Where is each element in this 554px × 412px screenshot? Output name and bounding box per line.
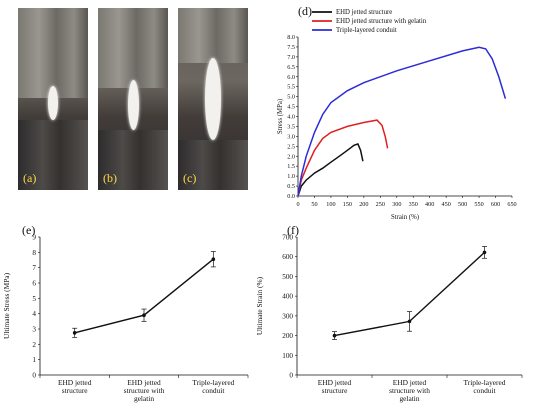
data-point bbox=[72, 331, 77, 335]
photo-a: (a) bbox=[18, 8, 88, 190]
y-tick-label: 7.5 bbox=[287, 44, 295, 51]
category-label: structure with bbox=[124, 386, 165, 395]
x-tick-label: 300 bbox=[392, 201, 401, 208]
y-tick-label: 0 bbox=[32, 372, 36, 380]
data-point bbox=[211, 257, 216, 262]
y-tick-label: 0.0 bbox=[287, 193, 295, 200]
tensile-test-photos: (a) (b) (c) bbox=[18, 8, 258, 198]
y-tick-label: 0 bbox=[289, 372, 293, 380]
y-tick-label: 5.5 bbox=[287, 84, 295, 91]
specimen-b bbox=[128, 80, 139, 130]
photo-label-b: (b) bbox=[103, 171, 117, 185]
category-label: gelatin bbox=[399, 394, 419, 403]
x-tick-label: 100 bbox=[326, 201, 335, 208]
y-tick-label: 7.0 bbox=[287, 54, 295, 61]
panel-label-f: (f) bbox=[287, 223, 299, 237]
category-label: Triple-layered bbox=[192, 378, 234, 387]
category-label: EHD jetted bbox=[127, 378, 161, 387]
data-point bbox=[332, 333, 337, 338]
y-tick-label: 600 bbox=[282, 253, 293, 261]
y-tick-label: 4.5 bbox=[287, 104, 295, 111]
y-tick-label: 3.5 bbox=[287, 123, 295, 130]
y-tick-label: 700 bbox=[282, 234, 293, 242]
panel-label-d: (d) bbox=[298, 4, 312, 18]
y-tick-label: 6.0 bbox=[287, 74, 295, 81]
data-point bbox=[482, 250, 487, 255]
y-tick-label: 8.0 bbox=[287, 34, 295, 41]
x-tick-label: 0 bbox=[296, 201, 299, 208]
y-tick-label: 4.0 bbox=[287, 114, 295, 121]
x-tick-label: 600 bbox=[491, 201, 500, 208]
specimen-a bbox=[48, 86, 58, 120]
y-tick-label: 2.0 bbox=[287, 153, 295, 160]
legend-label-3: Triple-layered conduit bbox=[336, 27, 397, 34]
data-point bbox=[142, 313, 146, 318]
y-axis-label: Stress (MPa) bbox=[277, 99, 284, 134]
category-label: Triple-layered bbox=[463, 378, 505, 387]
y-tick-label: 200 bbox=[282, 332, 293, 340]
photo-label-a: (a) bbox=[23, 171, 37, 185]
photo-label-c: (c) bbox=[183, 171, 197, 185]
y-tick-label: 3.0 bbox=[287, 133, 295, 140]
y-tick-label: 9 bbox=[32, 234, 36, 242]
category-label: conduit bbox=[202, 386, 225, 395]
category-label: EHD jetted bbox=[318, 378, 352, 387]
x-tick-label: 200 bbox=[359, 201, 368, 208]
data-point bbox=[407, 319, 412, 324]
category-label: EHD jetted bbox=[393, 378, 427, 387]
y-tick-label: 100 bbox=[282, 352, 293, 360]
photo-b: (b) bbox=[98, 8, 168, 190]
y-tick-label: 5.0 bbox=[287, 94, 295, 101]
y-tick-label: 0.5 bbox=[287, 183, 295, 190]
x-tick-label: 350 bbox=[409, 201, 418, 208]
y-axis-label: Ultimate Strain (%) bbox=[255, 276, 264, 335]
y-tick-label: 2 bbox=[32, 341, 36, 349]
y-tick-label: 4 bbox=[32, 310, 36, 318]
y-tick-label: 1.5 bbox=[287, 163, 295, 170]
series-line-2 bbox=[297, 119, 389, 197]
y-axis-label: Ultimate Stress (MPa) bbox=[2, 272, 11, 339]
y-tick-label: 300 bbox=[282, 312, 293, 320]
series-line-1 bbox=[297, 142, 364, 197]
x-tick-label: 450 bbox=[442, 201, 451, 208]
category-label: gelatin bbox=[134, 394, 154, 403]
category-label: structure bbox=[322, 386, 349, 395]
y-tick-label: 6 bbox=[32, 280, 36, 288]
y-tick-label: 1.0 bbox=[287, 173, 295, 180]
y-tick-label: 3 bbox=[32, 326, 36, 334]
y-tick-label: 500 bbox=[282, 273, 293, 281]
series-line-3 bbox=[297, 46, 507, 197]
x-axis-label: Strain (%) bbox=[391, 214, 419, 221]
y-tick-label: 5 bbox=[32, 295, 36, 303]
x-tick-label: 150 bbox=[343, 201, 352, 208]
x-tick-label: 650 bbox=[507, 201, 516, 208]
category-label: structure bbox=[62, 386, 89, 395]
category-label: structure with bbox=[389, 386, 430, 395]
y-tick-label: 8 bbox=[32, 249, 36, 257]
category-label: conduit bbox=[473, 386, 496, 395]
y-tick-label: 400 bbox=[282, 293, 293, 301]
x-tick-label: 400 bbox=[425, 201, 434, 208]
x-tick-label: 250 bbox=[376, 201, 385, 208]
x-tick-label: 500 bbox=[458, 201, 467, 208]
panel-label-e: (e) bbox=[22, 223, 36, 237]
y-tick-label: 2.5 bbox=[287, 143, 295, 150]
y-tick-label: 6.5 bbox=[287, 64, 295, 71]
photo-c: (c) bbox=[178, 8, 248, 190]
x-tick-label: 50 bbox=[311, 201, 317, 208]
legend-label-2: EHD jetted structure with gelatin bbox=[336, 18, 427, 25]
specimen-c bbox=[205, 58, 221, 140]
y-tick-label: 7 bbox=[32, 264, 36, 272]
category-label: EHD jetted bbox=[58, 378, 92, 387]
legend-label-1: EHD jetted structure bbox=[336, 9, 392, 16]
y-tick-label: 1 bbox=[32, 356, 36, 364]
x-tick-label: 550 bbox=[474, 201, 483, 208]
